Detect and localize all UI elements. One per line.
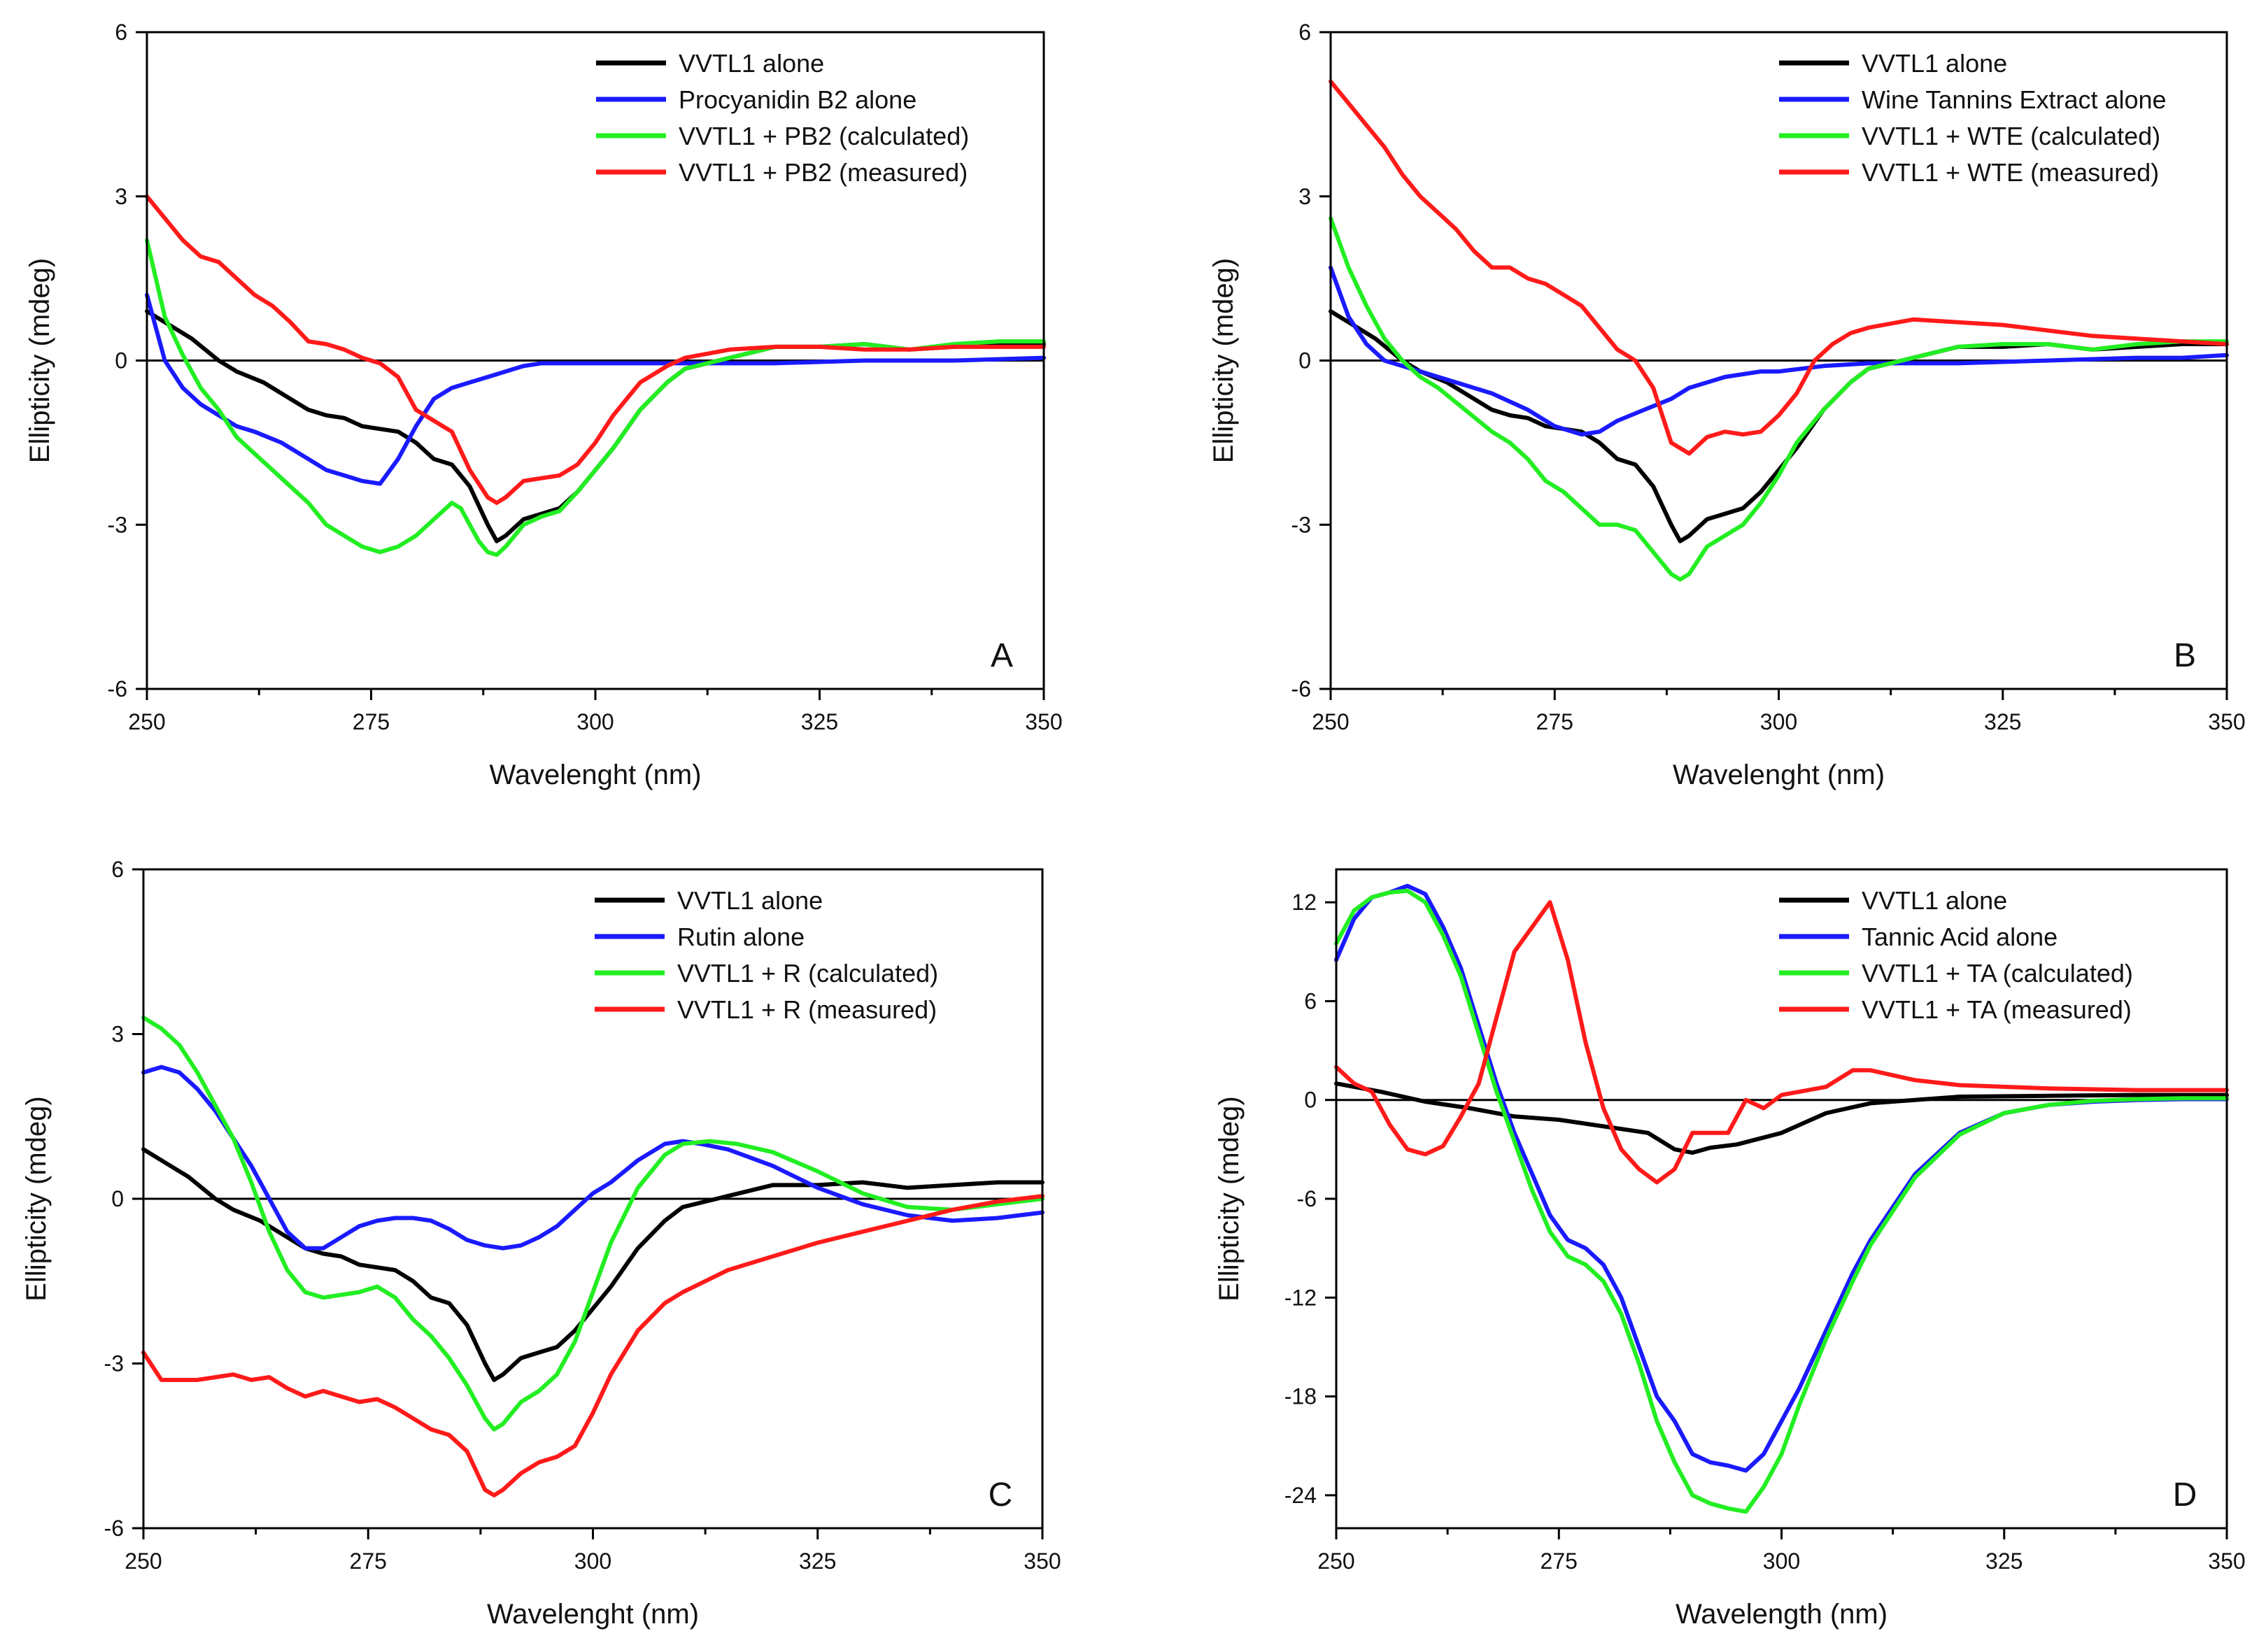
x-tick-label: 325 (1985, 1548, 2023, 1574)
y-axis-title: Ellipticity (mdeg) (24, 258, 55, 463)
y-tick-label: -12 (1284, 1285, 1317, 1310)
legend-label: VVTL1 + R (calculated) (677, 959, 938, 988)
series-line (145, 292, 1046, 486)
y-tick-label: 0 (1304, 1088, 1317, 1113)
series-line (141, 1147, 1045, 1382)
x-tick-label: 275 (1541, 1548, 1578, 1574)
x-tick-label: 275 (350, 1548, 387, 1574)
x-tick-label: 250 (1317, 1548, 1354, 1574)
y-tick-label: 6 (111, 857, 124, 882)
x-tick-label: 325 (799, 1548, 836, 1574)
legend-label: VVTL1 + PB2 (measured) (679, 158, 968, 187)
series-line (145, 238, 1046, 557)
series-line (141, 1194, 1045, 1497)
y-axis-title: Ellipticity (mdeg) (1208, 258, 1239, 463)
y-tick-label: 6 (1298, 20, 1311, 45)
x-tick-label: 350 (1025, 709, 1062, 734)
legend-label: VVTL1 alone (677, 886, 823, 915)
series-line (1334, 888, 2229, 1514)
y-axis-title: Ellipticity (mdeg) (1214, 1096, 1245, 1301)
x-tick-label: 350 (1024, 1548, 1061, 1574)
x-axis-title: Wavelenght (nm) (1673, 760, 1885, 790)
y-tick-label: 3 (1298, 184, 1311, 209)
x-tick-label: 350 (2208, 709, 2245, 734)
y-axis-title: Ellipticity (mdeg) (21, 1096, 52, 1301)
x-axis-title: Wavelenght (nm) (487, 1599, 699, 1630)
panel-letter: B (2174, 637, 2196, 674)
series-line (141, 1015, 1045, 1432)
panel-letter: D (2173, 1476, 2197, 1514)
chart-panel-c: 250 275 300 325 350 -6 -3 0 3 6 Wavelenght (nm) Ell… (21, 857, 1061, 1630)
chart-panel-d: 250 275 300 325 350 -24 -18 -12 -6 0 6 12 Wavelength… (1214, 868, 2246, 1630)
legend-label: VVTL1 + TA (measured) (1862, 995, 2132, 1024)
x-tick-label: 250 (125, 1548, 162, 1574)
legend-label: VVTL1 + WTE (calculated) (1862, 122, 2160, 150)
legend-label: VVTL1 + PB2 (calculated) (679, 122, 969, 150)
y-tick-label: 12 (1291, 890, 1317, 915)
y-tick-label: -6 (108, 676, 127, 702)
legend-label: Wine Tannins Extract alone (1862, 85, 2167, 114)
chart-panel-b: 250 275 300 325 350 -6 -3 0 3 6 Wavelenght (nm) Ell… (1208, 20, 2246, 790)
x-axis-title: Wavelenght (nm) (489, 760, 701, 790)
legend-label: VVTL1 alone (1862, 886, 2007, 915)
series-line (1329, 265, 2229, 437)
legend-label: Rutin alone (677, 923, 805, 951)
legend-label: VVTL1 + WTE (measured) (1862, 158, 2159, 187)
series-line (141, 1064, 1045, 1251)
x-tick-label: 250 (128, 709, 165, 734)
legend-label: VVTL1 + R (measured) (677, 995, 937, 1024)
chart-panel-a: 250 275 300 325 350 -6 -3 0 3 6 Wavelenght (nm) Ell… (24, 20, 1063, 790)
series-line (1334, 1081, 2229, 1155)
x-tick-label: 275 (353, 709, 390, 734)
x-tick-label: 325 (801, 709, 838, 734)
y-tick-label: 3 (115, 184, 127, 209)
x-tick-label: 300 (1763, 1548, 1800, 1574)
y-tick-label: 0 (1298, 348, 1311, 373)
y-tick-label: 0 (115, 348, 127, 373)
y-tick-label: -6 (104, 1516, 124, 1541)
y-tick-label: -3 (108, 512, 127, 537)
y-tick-label: -6 (1291, 676, 1311, 702)
panel-letter: A (991, 637, 1013, 674)
y-tick-label: 6 (1304, 988, 1317, 1013)
x-tick-label: 250 (1312, 709, 1349, 734)
series-line (1334, 900, 2229, 1185)
legend-label: VVTL1 + TA (calculated) (1862, 959, 2133, 988)
series-line (1329, 216, 2229, 582)
y-tick-label: -6 (1297, 1186, 1317, 1211)
series-line (1329, 79, 2229, 456)
legend-label: Tannic Acid alone (1862, 923, 2058, 951)
x-axis-title: Wavelength (nm) (1676, 1599, 1888, 1630)
series-line (145, 194, 1046, 505)
legend-label: Procyanidin B2 alone (679, 85, 916, 114)
y-tick-label: -24 (1284, 1483, 1317, 1508)
x-tick-label: 275 (1536, 709, 1573, 734)
x-tick-label: 350 (2208, 1548, 2245, 1574)
x-tick-label: 325 (1984, 709, 2021, 734)
legend-label: VVTL1 alone (1862, 49, 2007, 78)
x-tick-label: 300 (1760, 709, 1797, 734)
panel-letter: C (989, 1476, 1013, 1514)
y-tick-label: -3 (1291, 512, 1311, 537)
legend-label: VVTL1 alone (679, 49, 824, 78)
y-tick-label: -3 (104, 1351, 124, 1376)
y-tick-label: 6 (115, 20, 127, 45)
x-tick-label: 300 (574, 1548, 611, 1574)
y-tick-label: -18 (1284, 1384, 1317, 1409)
x-tick-label: 300 (576, 709, 614, 734)
y-tick-label: 0 (111, 1186, 124, 1211)
y-tick-label: 3 (111, 1022, 124, 1047)
